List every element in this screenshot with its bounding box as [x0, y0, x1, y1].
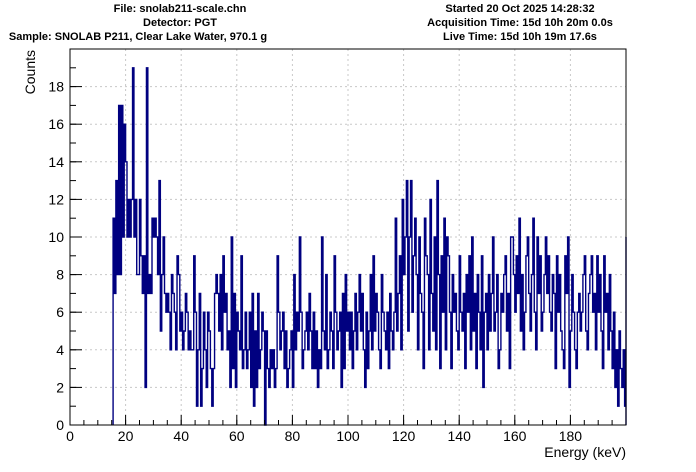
- live-time-label: Live Time: 15d 10h 19m 17.6s: [443, 31, 597, 43]
- x-tick-label: 40: [173, 428, 189, 444]
- x-tick-label: 80: [285, 428, 301, 444]
- x-tick-label: 140: [448, 428, 472, 444]
- detector-label: Detector: PGT: [143, 17, 217, 29]
- y-axis-label: Counts: [22, 50, 38, 94]
- series-layer: [112, 67, 627, 426]
- y-tick-label: 16: [48, 116, 64, 132]
- y-tick-label: 14: [48, 154, 64, 170]
- y-tick-label: 10: [48, 229, 64, 245]
- file-label: File: snolab211-scale.chn: [113, 3, 247, 15]
- y-tick-label: 6: [56, 304, 64, 320]
- series-line-0: [112, 67, 627, 426]
- started-label: Started 20 Oct 2025 14:28:32: [445, 3, 595, 15]
- y-tick-label: 12: [48, 191, 64, 207]
- acquisition-time-label: Acquisition Time: 15d 10h 20m 0.0s: [427, 17, 613, 29]
- x-tick-label: 180: [559, 428, 583, 444]
- x-tick-label: 100: [336, 428, 360, 444]
- y-tick-label: 0: [56, 417, 64, 433]
- y-tick-label: 4: [56, 342, 64, 358]
- y-tick-label: 18: [48, 79, 64, 95]
- axes: [69, 48, 627, 426]
- y-tick-label: 8: [56, 267, 64, 283]
- x-tick-label: 0: [66, 428, 74, 444]
- y-tick-label: 2: [56, 379, 64, 395]
- x-tick-label: 20: [118, 428, 134, 444]
- x-tick-label: 160: [503, 428, 527, 444]
- x-tick-label: 120: [392, 428, 416, 444]
- sample-label: Sample: SNOLAB P211, Clear Lake Water, 9…: [8, 31, 268, 43]
- x-axis-label: Energy (keV): [544, 444, 626, 460]
- tick-labels: 0 20 40 60 80 100 120 140 160 180 0 2 4 6 8 10 12 14 16 18: [48, 79, 582, 444]
- x-tick-label: 60: [229, 428, 245, 444]
